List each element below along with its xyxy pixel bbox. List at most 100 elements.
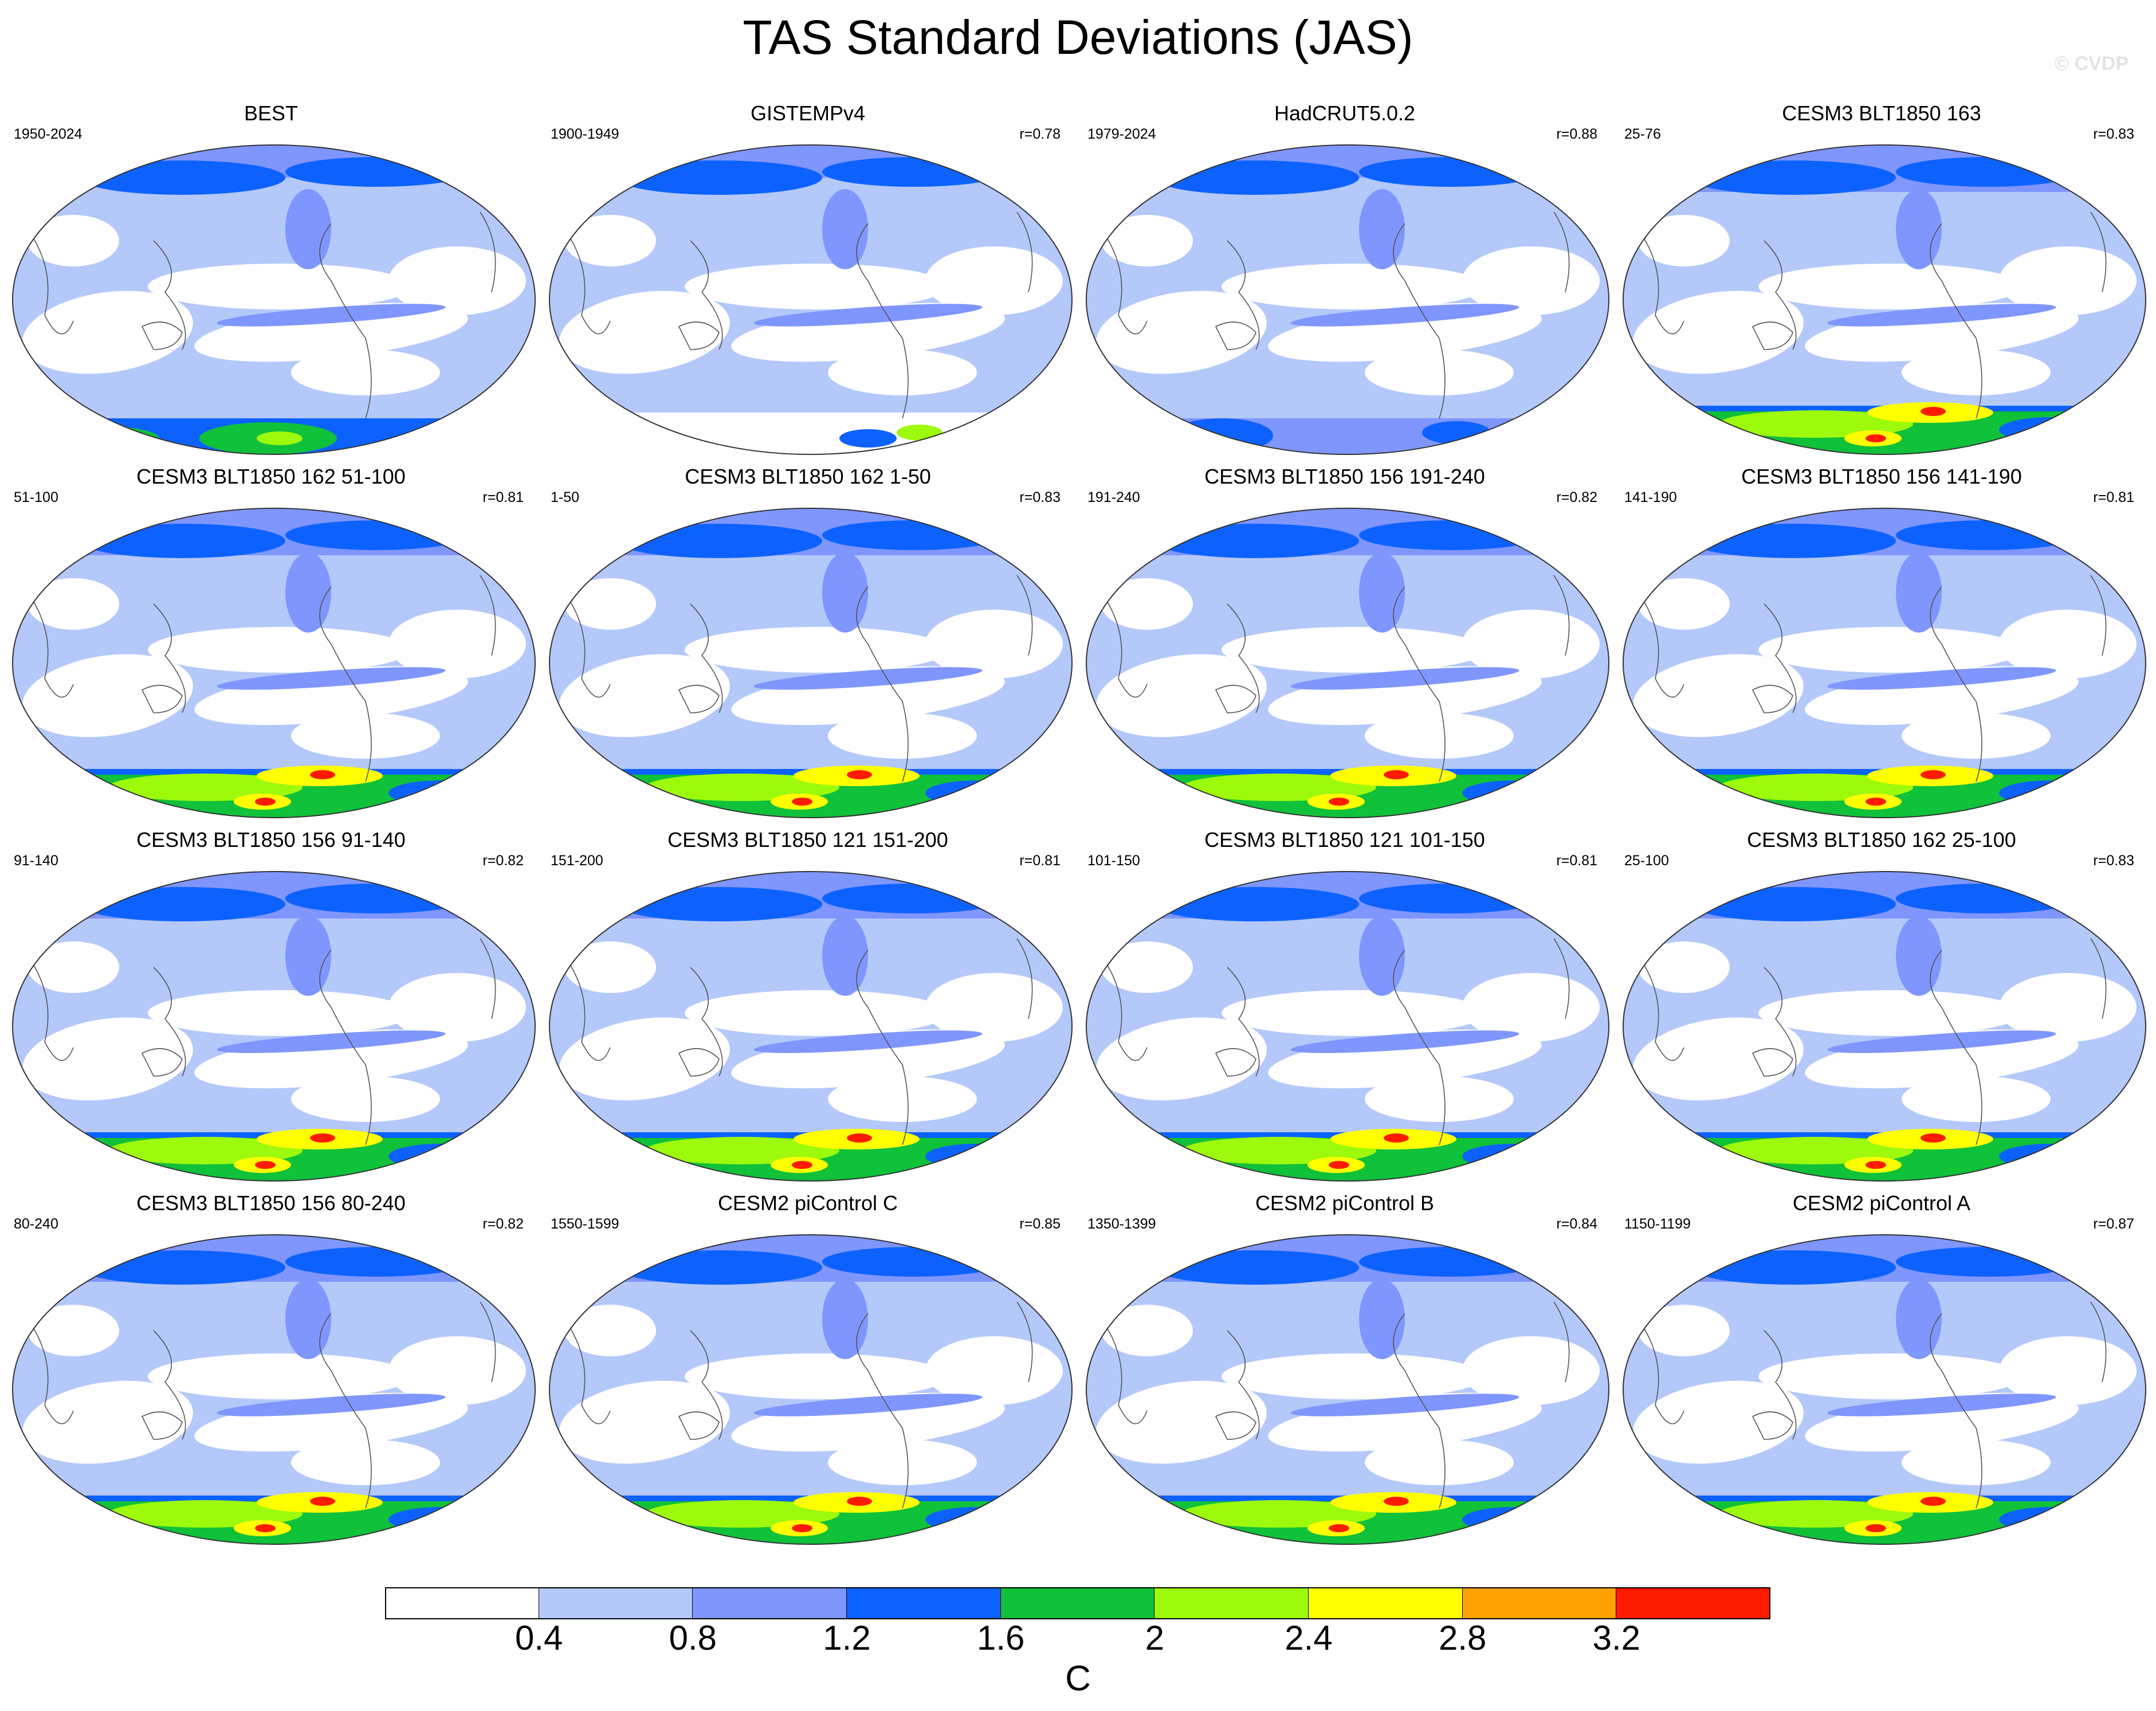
colorbar-swatch: [539, 1587, 693, 1618]
colorbar-tick-label: 0.4: [515, 1619, 563, 1657]
field-contour-north-high: [1153, 524, 1359, 558]
coastline: [678, 321, 720, 350]
field-contour-mid: [285, 552, 331, 633]
field-contour-low: [1462, 246, 1600, 315]
map-plot: [12, 508, 536, 818]
field-contour-mid: [285, 189, 331, 269]
field-layer: [1086, 872, 1609, 1181]
field-contour-low: [1222, 990, 1485, 1036]
panel-title: CESM2 piControl C: [717, 1191, 898, 1215]
panel-correlation: r=0.82: [482, 853, 524, 869]
map-outline: [12, 871, 536, 1182]
panel-title: CESM3 BLT1850 162 1-50: [685, 465, 931, 488]
field-contour-north-high: [822, 520, 1006, 550]
coastline: [856, 1313, 909, 1509]
map-plot: [549, 871, 1073, 1182]
panel-period: 151-200: [551, 853, 603, 869]
coastline: [690, 967, 723, 1077]
field-contour-south-max: [1921, 770, 1946, 779]
field-contour-low: [1633, 1380, 1804, 1464]
field-layer: [549, 145, 1072, 454]
field-contour-low: [1222, 627, 1485, 673]
field-contour-mid: [1359, 1279, 1405, 1359]
field-contour-low: [22, 1017, 193, 1101]
field-contour-south-ring: [1462, 780, 1565, 806]
panel-title: CESM2 piControl A: [1792, 1191, 1971, 1215]
map-outline: [1086, 871, 1609, 1182]
panel-period: 25-76: [1624, 126, 1661, 142]
panel-period: 1979-2024: [1087, 126, 1156, 142]
field-contour-south-max: [1866, 1524, 1886, 1532]
panel-period: 1900-1949: [551, 126, 619, 142]
coastline: [1764, 967, 1797, 1077]
field-contour-south-max: [847, 770, 872, 779]
coastline: [1751, 1048, 1793, 1077]
coastline: [141, 1048, 183, 1077]
colorbar-tick-label: 0.8: [669, 1619, 717, 1657]
coastline: [1227, 240, 1260, 350]
field-contour-low: [148, 990, 411, 1036]
field-contour-low: [1462, 610, 1600, 678]
field-contour-south-ring: [1462, 1507, 1565, 1532]
coastline: [480, 575, 496, 656]
field-contour-low: [388, 1336, 526, 1405]
coastline: [1393, 586, 1446, 782]
field-contour-low: [564, 215, 656, 266]
map-outline: [549, 1234, 1073, 1545]
map-panel: GISTEMPv4 1900-1949 r=0.78: [541, 101, 1074, 456]
coastline: [1016, 1301, 1033, 1383]
field-contour-low: [22, 654, 193, 737]
coastline: [1101, 1318, 1148, 1424]
field-contour-mid: [753, 1030, 983, 1053]
map-plot: [12, 144, 536, 455]
map-panel: CESM3 BLT1850 121 101-150 101-150 r=0.81: [1078, 827, 1611, 1183]
colorbar-swatch: [385, 1587, 539, 1618]
panel-period: 80-240: [14, 1216, 58, 1232]
coastline: [319, 949, 372, 1145]
coastline: [2090, 575, 2107, 656]
field-contour-low: [148, 1353, 411, 1399]
map-panel: CESM3 BLT1850 162 51-100 51-100 r=0.81: [5, 464, 537, 819]
coastline: [1101, 592, 1148, 698]
field-contour-low: [925, 973, 1063, 1042]
field-contour-low: [1101, 941, 1193, 993]
field-contour-north-high: [285, 520, 469, 550]
colorbar-swatch: [1154, 1587, 1309, 1618]
field-contour-low: [1222, 264, 1485, 309]
coastline: [1637, 592, 1684, 698]
field-contour-north-high: [1896, 520, 2079, 550]
map-plot: [1086, 144, 1609, 455]
field-layer: [1086, 1235, 1609, 1544]
panel-period: 101-150: [1087, 853, 1140, 869]
field-contour-low: [564, 578, 656, 630]
field-contour-mid: [1827, 1394, 2056, 1416]
coastline: [1215, 1411, 1256, 1440]
field-contour-north-high: [616, 524, 822, 558]
map-panel: CESM3 BLT1850 156 141-190 141-190 r=0.81: [1615, 464, 2148, 819]
field-contour-low: [1638, 578, 1730, 630]
field-contour-mid: [822, 1279, 868, 1359]
panel-title: BEST: [244, 101, 299, 125]
field-contour-north-high: [79, 524, 285, 558]
field-contour-low: [925, 1336, 1063, 1405]
coastline: [319, 586, 372, 782]
coastline: [690, 240, 723, 350]
map-panel: BEST 1950-2024: [5, 101, 537, 456]
field-contour-south-max: [792, 798, 812, 806]
panel-title: GISTEMPv4: [750, 101, 866, 125]
map-panel: CESM2 piControl C 1550-1599 r=0.85: [541, 1191, 1074, 1546]
panel-correlation: r=0.81: [1019, 853, 1061, 869]
field-contour-mid: [285, 916, 331, 996]
field-contour-south-ring: [1462, 1144, 1565, 1169]
coastline: [1215, 321, 1256, 350]
field-contour-north-high: [616, 887, 822, 921]
field-contour-north-high: [1896, 157, 2079, 187]
coastline: [1764, 603, 1797, 713]
field-contour-mid: [1290, 1030, 1519, 1053]
panel-correlation: r=0.83: [2093, 126, 2134, 142]
panel-correlation: r=0.82: [1556, 489, 1597, 505]
field-contour-south: [839, 429, 897, 448]
field-contour-mid: [1896, 552, 1942, 633]
field-contour-south-max: [310, 1497, 335, 1506]
field-contour-south-max: [1921, 1497, 1946, 1506]
